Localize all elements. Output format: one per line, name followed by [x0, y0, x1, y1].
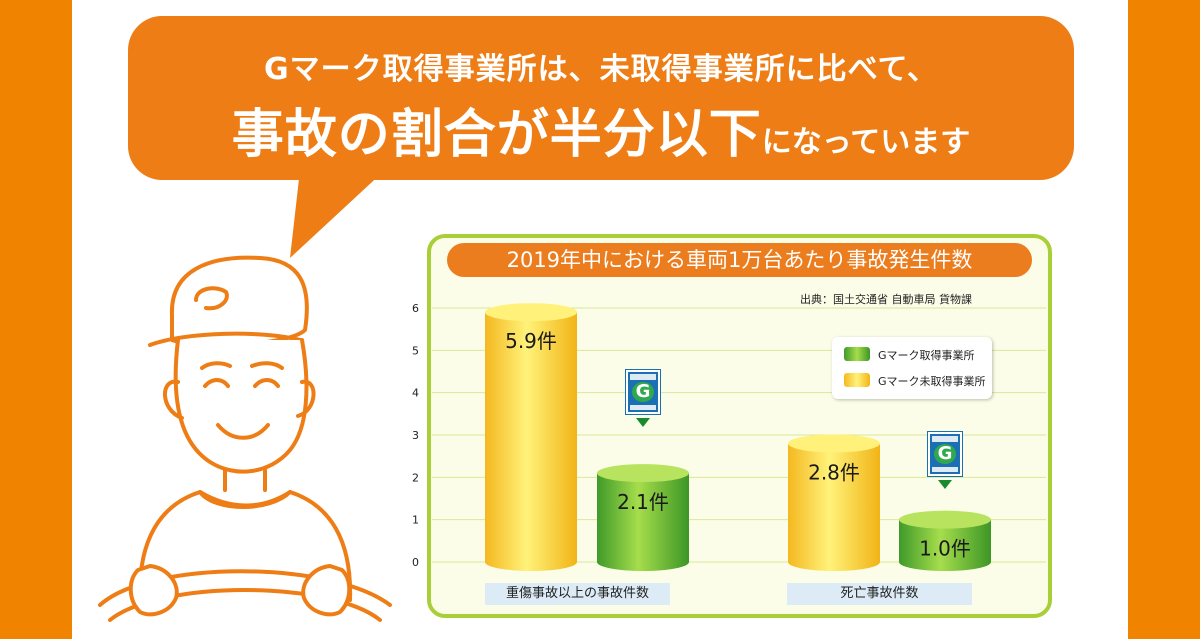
- bar: [485, 303, 577, 571]
- category-label: 死亡事故件数: [787, 583, 972, 605]
- g-mark-safety-badge-icon: G: [927, 431, 963, 477]
- category-label: 重傷事故以上の事故件数: [485, 583, 670, 605]
- bars: 5.9件 2.8件 2.1件 1.0件: [485, 303, 991, 571]
- legend-label: Gマーク取得事業所: [878, 349, 975, 362]
- bar: [788, 434, 880, 571]
- headline-line1: Gマーク取得事業所は、未取得事業所に比べて、: [264, 52, 938, 87]
- y-tick-label: 5: [412, 344, 419, 357]
- bar: [597, 464, 689, 571]
- y-tick-label: 1: [412, 514, 419, 527]
- y-axis-ticks: 0 1 2 3 4 5 6: [412, 302, 419, 569]
- g-mark-safety-badge-icon: G: [625, 369, 661, 415]
- y-tick-label: 3: [412, 429, 419, 442]
- data-label: 2.8件: [808, 460, 860, 484]
- y-tick-label: 2: [412, 471, 419, 484]
- speech-bubble: [128, 16, 1074, 180]
- arrow-down-icon: [938, 480, 952, 489]
- legend-swatch-green: [844, 347, 870, 361]
- data-label: 5.9件: [505, 329, 557, 353]
- chart-source: 出典：国土交通省 自動車局 貨物課: [800, 293, 972, 306]
- data-label: 1.0件: [919, 537, 971, 561]
- headline-emphasis: 事故の割合が半分以下: [231, 105, 762, 165]
- chart-legend: Gマーク取得事業所 Gマーク未取得事業所: [832, 337, 992, 399]
- legend-swatch-yellow: [844, 373, 870, 387]
- data-label: 2.1件: [617, 490, 669, 514]
- headline-line2: 事故の割合が半分以下になっています: [128, 92, 1074, 167]
- bar: [899, 510, 991, 571]
- y-tick-label: 0: [412, 556, 419, 569]
- headline-suffix: になっています: [761, 125, 971, 160]
- chart-title: 2019年中における車両1万台あたり事故発生件数: [447, 243, 1032, 277]
- legend-label: Gマーク未取得事業所: [878, 375, 986, 388]
- y-tick-label: 6: [412, 302, 419, 315]
- arrow-down-icon: [636, 418, 650, 427]
- y-tick-label: 4: [412, 387, 419, 400]
